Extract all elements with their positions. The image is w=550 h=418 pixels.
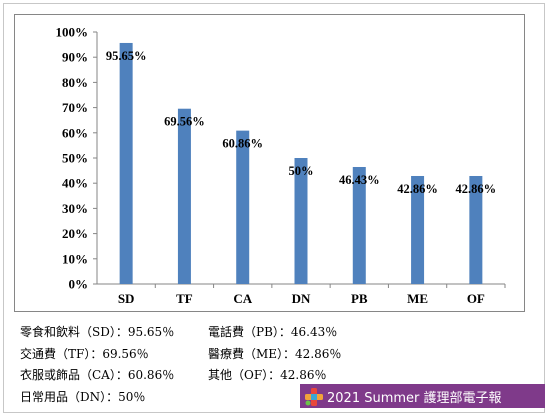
x-tick-label: ME bbox=[407, 291, 428, 306]
x-tick-label: OF bbox=[467, 291, 485, 306]
y-tick-label: 20% bbox=[62, 226, 88, 241]
y-tick-label: 10% bbox=[62, 251, 88, 266]
y-tick-label: 50% bbox=[62, 151, 88, 166]
legend-item-sd: 零食和飲料（SD）：95.65％ bbox=[20, 325, 175, 339]
data-label: 60.86% bbox=[222, 137, 263, 151]
bar-chart-svg: 0% 10% 20% 30% 40% 50% 60% 70% 80% 90% 100% 95.65% S… bbox=[56, 25, 506, 306]
legend-item-tf: 交通費（TF）：69.56％ bbox=[20, 346, 149, 361]
legend-row: 衣服或飾品（CA）：60.86％ 其他（OF）：42.86％ bbox=[20, 365, 440, 387]
data-label: 69.56% bbox=[164, 115, 205, 129]
x-tick-label: TF bbox=[176, 291, 193, 306]
y-tick-label: 100% bbox=[56, 25, 89, 40]
legend-row: 零食和飲料（SD）：95.65％ 電話費（PB）：46.43％ bbox=[20, 322, 440, 344]
figure-frame bbox=[3, 3, 545, 413]
x-tick-label: PB bbox=[351, 291, 368, 306]
legend-item-pb: 電話費（PB）：46.43％ bbox=[208, 325, 338, 339]
legend-item-of: 其他（OF）：42.86％ bbox=[208, 368, 327, 382]
bar-ca bbox=[236, 130, 250, 284]
y-tick-label: 80% bbox=[62, 75, 88, 90]
data-label: 42.86% bbox=[397, 182, 438, 196]
bar-pb bbox=[352, 166, 366, 284]
y-tick-label: 40% bbox=[62, 176, 88, 191]
y-tick-label: 0% bbox=[69, 277, 89, 292]
bar-of bbox=[469, 175, 483, 284]
x-tick-label: CA bbox=[233, 291, 252, 306]
bar-dn bbox=[294, 158, 308, 284]
legend-item-me: 醫療費（ME）：42.86％ bbox=[208, 346, 342, 361]
legend-item-dn: 日常用品（DN）：50％ bbox=[20, 389, 146, 404]
bar-me bbox=[411, 175, 425, 284]
y-tick-label: 60% bbox=[62, 125, 88, 140]
legend-item-ca: 衣服或飾品（CA）：60.86％ bbox=[20, 368, 175, 382]
y-tick-label: 70% bbox=[62, 100, 88, 115]
bar-chart: 0% 10% 20% 30% 40% 50% 60% 70% 80% 90% 100% 95.65% S… bbox=[14, 14, 525, 312]
newsletter-banner: 2021 Summer 護理部電子報 bbox=[300, 384, 545, 408]
data-label: 95.65% bbox=[106, 49, 147, 63]
data-label: 46.43% bbox=[339, 173, 380, 187]
bar-sd bbox=[119, 42, 133, 284]
data-label: 50% bbox=[289, 164, 314, 178]
banner-text: 2021 Summer 護理部電子報 bbox=[327, 390, 502, 406]
x-tick-label: SD bbox=[118, 291, 135, 306]
category-legend: 零食和飲料（SD）：95.65％ 電話費（PB）：46.43％ 交通費（TF）：… bbox=[20, 322, 440, 408]
cross-heart-icon bbox=[305, 388, 323, 406]
x-tick-label: DN bbox=[292, 291, 311, 306]
data-label: 42.86% bbox=[456, 182, 497, 196]
legend-row: 日常用品（DN）：50％ bbox=[20, 387, 440, 409]
y-tick-label: 90% bbox=[62, 50, 88, 65]
bar-tf bbox=[177, 108, 191, 284]
legend-row: 交通費（TF）：69.56％ 醫療費（ME）：42.86％ bbox=[20, 344, 440, 366]
y-tick-label: 30% bbox=[62, 201, 88, 216]
